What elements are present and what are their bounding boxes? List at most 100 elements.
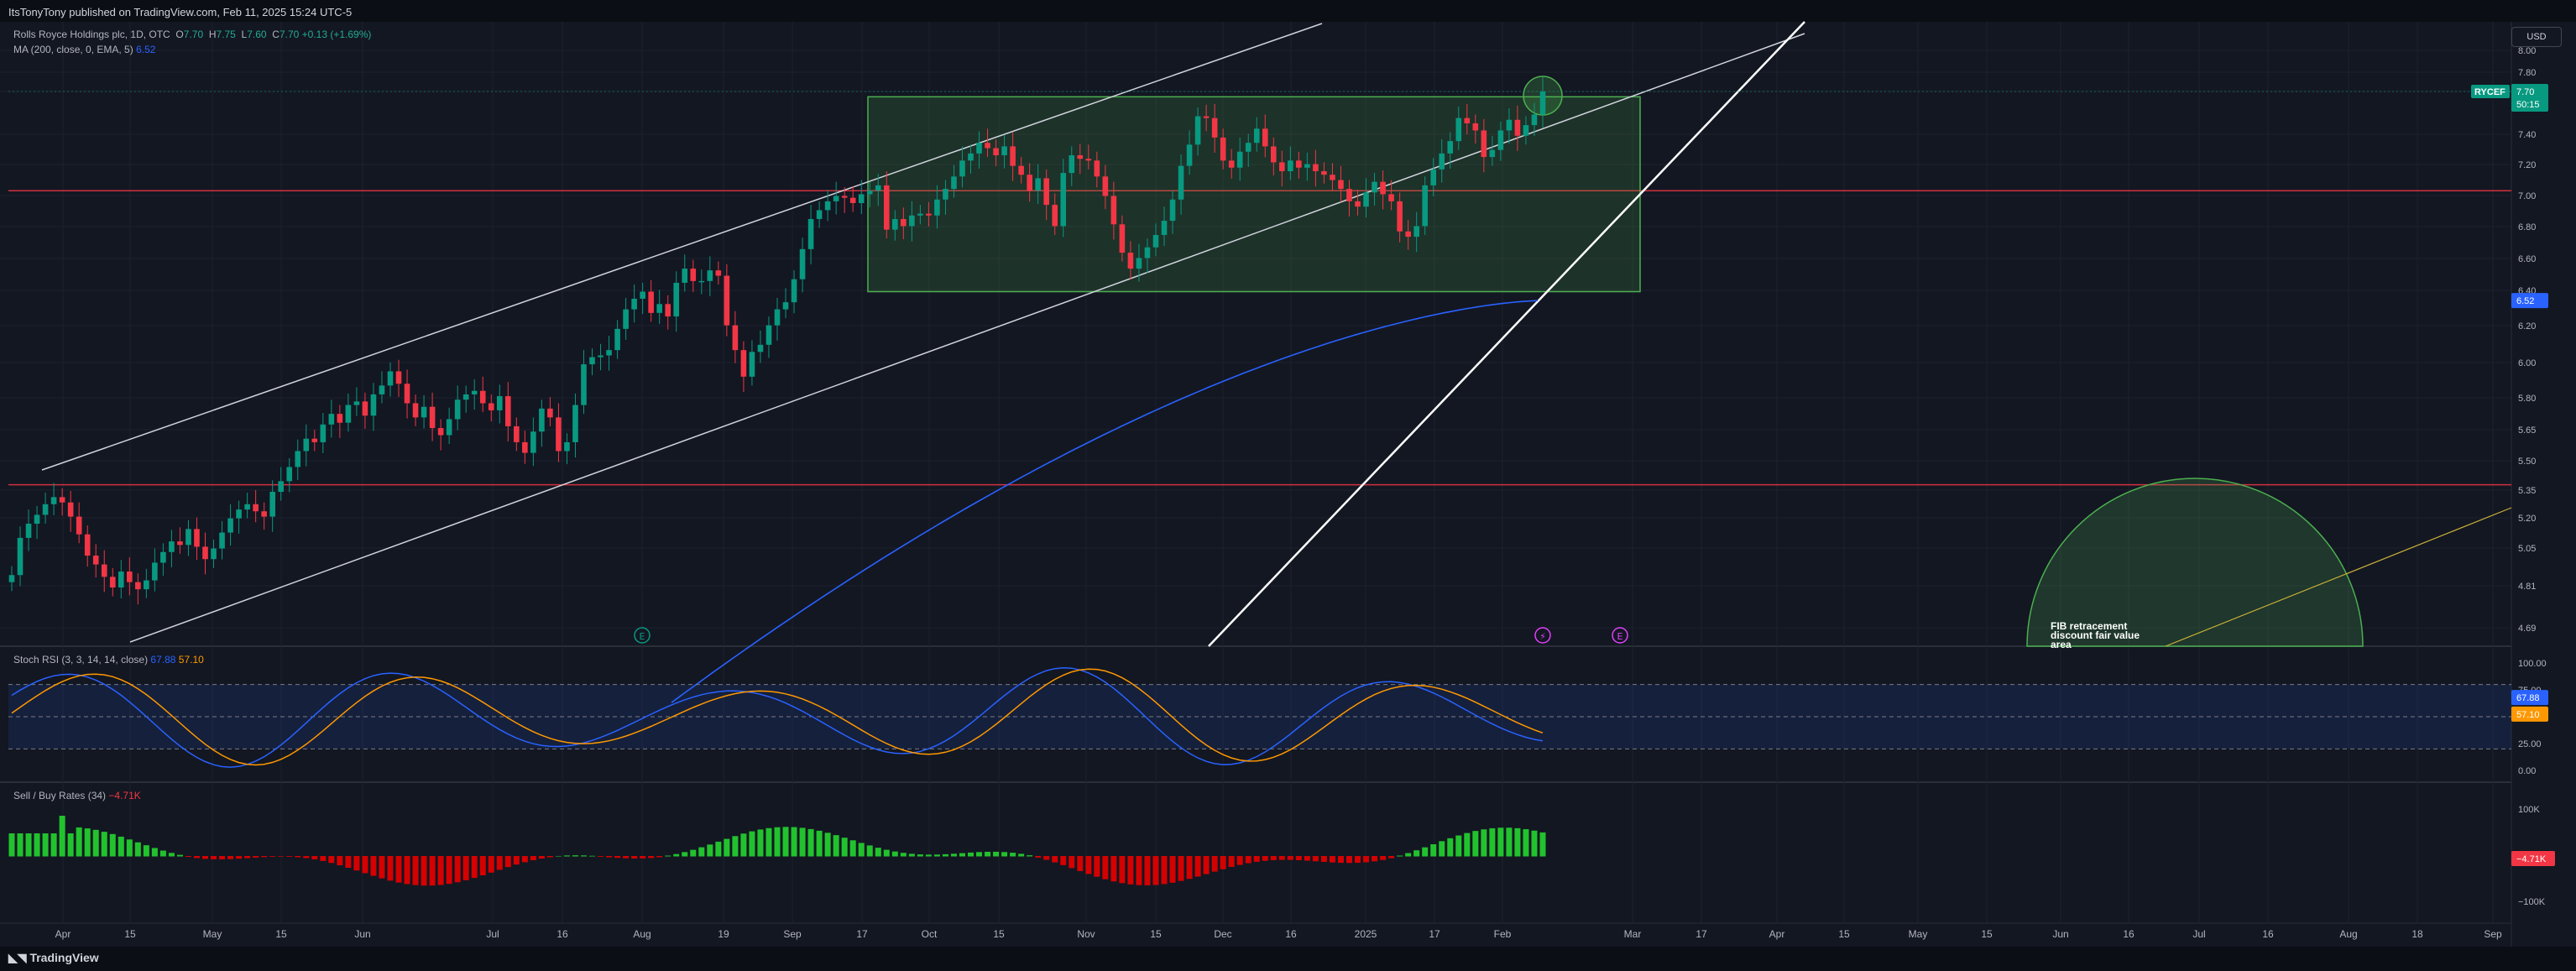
candle-body (866, 191, 873, 195)
candle (1430, 158, 1437, 196)
currency-button[interactable]: USD (2511, 27, 2562, 47)
candle-body (462, 394, 469, 400)
time-tick-label: Sep (2484, 928, 2502, 940)
sbr-bar (640, 856, 646, 859)
sbr-bar (1464, 833, 1471, 857)
sbr-bar (1236, 856, 1243, 865)
sbr-bar (698, 847, 705, 857)
candle-body (833, 196, 839, 201)
candle (1152, 223, 1159, 257)
candle-body (1296, 160, 1302, 168)
candle-body (109, 577, 116, 588)
candle-body (1094, 160, 1100, 177)
sbr-bar (1043, 856, 1050, 860)
candle-body (144, 580, 149, 590)
time-tick-label: Sep (783, 928, 802, 940)
candle-body (479, 390, 486, 404)
candle (152, 548, 158, 592)
sbr-bar (858, 843, 865, 857)
candle-body (598, 355, 604, 358)
candle-body (1077, 154, 1084, 159)
sbr-bar (1472, 831, 1479, 857)
candle-body (219, 532, 225, 549)
candle (177, 527, 183, 554)
sbr-bar (1422, 847, 1429, 857)
candle (337, 405, 343, 438)
candle (581, 350, 587, 415)
candle-body (152, 562, 158, 581)
candle (1422, 176, 1428, 235)
rsi-legend[interactable]: Stoch RSI (3, 3, 14, 14, close) 67.88 57… (13, 654, 204, 666)
sbr-bar (17, 833, 24, 857)
candle-body (530, 431, 536, 453)
candle-body (488, 403, 494, 410)
ma-price-tag-text: 6.52 (2516, 296, 2534, 306)
sbr-bar (311, 856, 318, 859)
sbr-bar (521, 856, 528, 863)
sbr-bar (598, 856, 604, 857)
candle-body (682, 269, 688, 283)
candle-body (202, 546, 208, 560)
sbr-bar (109, 833, 116, 857)
sbr-bar (933, 854, 940, 857)
candle (1539, 77, 1546, 128)
candle-body (1186, 144, 1193, 166)
candle-body (59, 497, 65, 503)
candle-body (362, 401, 368, 416)
candle (740, 341, 747, 392)
sbr-bar (345, 856, 352, 869)
price-tick-label: 5.05 (2518, 544, 2536, 554)
candle (395, 359, 402, 397)
sbr-bar (25, 833, 32, 857)
candle (1186, 130, 1193, 175)
sbr-bar (168, 853, 175, 857)
candle (1355, 190, 1361, 216)
sbr-bar (1329, 856, 1335, 863)
candle (1136, 243, 1142, 282)
price-tick-label: 7.80 (2518, 68, 2536, 78)
channel-upper-line (41, 23, 1323, 471)
sbr-bar (496, 856, 503, 870)
candle-body (25, 524, 32, 538)
candle (976, 131, 982, 170)
candle (1161, 206, 1168, 247)
sbr-bar (580, 855, 587, 857)
candle (1001, 134, 1007, 169)
candle-body (1388, 194, 1394, 201)
candle-body (1136, 258, 1142, 269)
symbol-legend[interactable]: Rolls Royce Holdings plc, 1D, OTC O7.70 … (13, 29, 371, 40)
candle (673, 271, 680, 332)
candle (1481, 118, 1487, 173)
price-axis[interactable]: 8.007.807.707.407.207.006.806.606.406.20… (2518, 46, 2536, 634)
candle (1296, 151, 1302, 179)
candle-body (1060, 173, 1067, 227)
candle-body (429, 406, 436, 429)
candle-body (1506, 119, 1513, 131)
time-tick-label: Jul (2192, 928, 2205, 940)
sbr-bar (925, 854, 932, 857)
candle (320, 413, 327, 454)
candle-body (320, 424, 327, 442)
sbr-bar (563, 855, 570, 857)
sbr-bar (883, 849, 890, 857)
candle-body (757, 344, 764, 352)
candle-body (740, 350, 747, 377)
time-tick-label: 17 (856, 928, 868, 940)
ma-legend[interactable]: MA (200, close, 0, EMA, 5) 6.52 (13, 44, 155, 55)
candle (362, 392, 368, 429)
sbr-bar (1397, 855, 1403, 857)
time-axis[interactable]: Apr 15 May 15 Jun Jul 16 Aug 19 Sep 17 Oct 15 Nov 15 De… (55, 928, 2502, 940)
candle-body (707, 270, 713, 281)
candle-body (17, 537, 24, 576)
sbr-legend[interactable]: Sell / Buy Rates (34) −4.71K (13, 790, 141, 801)
candle-body (370, 394, 377, 416)
sbr-bar (530, 856, 536, 861)
price-tick-label: 5.80 (2518, 394, 2536, 404)
candle (757, 330, 764, 363)
sbr-bar (538, 856, 545, 859)
candle (799, 238, 806, 293)
candle-body (278, 481, 285, 493)
candle-body (345, 405, 352, 423)
candle (926, 201, 932, 227)
